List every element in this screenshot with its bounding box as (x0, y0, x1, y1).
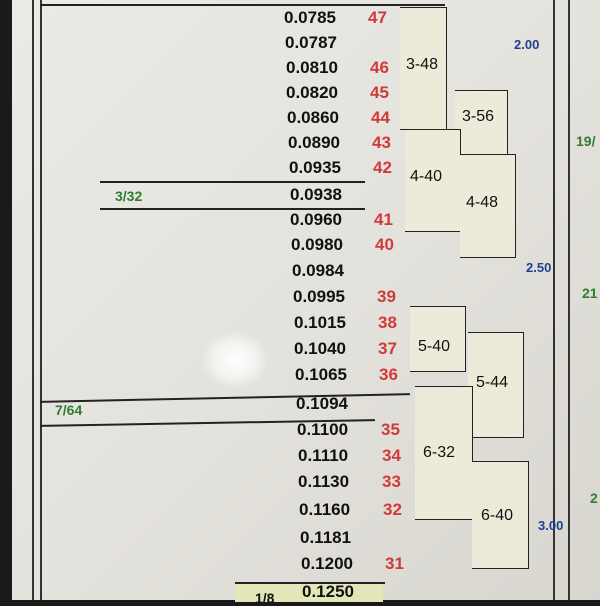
tap-3-48: 3-48 (406, 56, 439, 73)
drill-number: 37 (378, 339, 397, 358)
decimal-size: 0.0810 (286, 58, 338, 77)
decimal-size: 0.0820 (286, 83, 338, 102)
decimal-size: 0.1065 (295, 365, 347, 384)
light-glare (200, 330, 270, 390)
metric-3-00: 3.00 (538, 518, 564, 533)
fraction-3-32: 3/32 (115, 188, 143, 204)
tap-4-40: 4-40 (410, 168, 443, 185)
left-inner-line (40, 0, 42, 600)
bracket-3-48 (400, 7, 447, 130)
drill-number: 46 (370, 58, 389, 77)
tap-5-40: 5-40 (418, 338, 451, 355)
decimal-size: 0.0938 (290, 185, 342, 204)
drill-number: 43 (372, 133, 391, 152)
drill-number: 45 (370, 83, 389, 102)
decimal-size: 0.1130 (298, 472, 350, 491)
fraction-edge: 19/ (576, 133, 596, 149)
left-border-line (32, 0, 34, 600)
bracket-5-40 (410, 306, 466, 372)
drill-number: 36 (379, 365, 398, 384)
decimal-size: 0.1100 (297, 420, 349, 439)
fraction-7-64: 7/64 (55, 402, 83, 418)
drill-number: 35 (381, 420, 400, 439)
fraction-line (100, 208, 365, 210)
decimal-size: 0.0935 (289, 158, 341, 177)
metric-2-50: 2.50 (526, 260, 552, 275)
bracket-6-32 (415, 386, 473, 520)
tap-6-40: 6-40 (481, 507, 514, 524)
drill-number: 33 (382, 472, 401, 491)
decimal-size: 0.1015 (294, 313, 346, 332)
decimal-size: 0.0860 (287, 108, 339, 127)
decimal-size: 0.0787 (285, 33, 337, 52)
bracket-4-40 (405, 129, 461, 232)
bracket-5-44 (468, 332, 524, 438)
right-border-line (553, 0, 555, 600)
metric-2-00: 2.00 (514, 37, 540, 52)
fraction-line (100, 181, 365, 183)
bracket-6-40 (472, 461, 529, 569)
drill-number: 34 (382, 446, 401, 465)
decimal-size: 0.1160 (299, 500, 351, 519)
bracket-4-48 (460, 154, 516, 258)
drill-number: 31 (385, 554, 404, 573)
drill-number: 44 (371, 108, 390, 127)
drill-number: 40 (375, 235, 394, 254)
tap-5-44: 5-44 (476, 374, 509, 391)
drill-number: 47 (368, 8, 387, 27)
decimal-size: 0.0980 (291, 235, 343, 254)
decimal-size: 0.1110 (298, 446, 349, 465)
decimal-size: 0.0890 (288, 133, 340, 152)
decimal-size: 0.1094 (296, 394, 348, 413)
bracket-3-56 (455, 90, 508, 156)
right-inner-line (568, 0, 570, 600)
drill-number: 42 (373, 158, 392, 177)
decimal-size: 0.1181 (300, 528, 352, 547)
highlight-1-8 (235, 582, 383, 602)
decimal-size: 0.1250 (302, 582, 354, 601)
decimal-size: 0.1200 (301, 554, 353, 573)
fraction-edge: 2 (590, 490, 598, 506)
top-line (40, 4, 445, 6)
decimal-size: 0.1040 (294, 339, 346, 358)
tap-4-48: 4-48 (466, 194, 499, 211)
drill-number: 41 (374, 210, 393, 229)
decimal-size: 0.0984 (292, 261, 344, 280)
fraction-1-8: 1/8 (255, 590, 275, 606)
decimal-size: 0.0960 (290, 210, 342, 229)
decimal-size: 0.0995 (293, 287, 345, 306)
drill-number: 32 (383, 500, 402, 519)
fraction-edge: 21 (582, 285, 598, 301)
tap-6-32: 6-32 (423, 444, 456, 461)
fraction-line (235, 582, 385, 584)
decimal-size: 0.0785 (284, 8, 336, 27)
drill-number: 39 (377, 287, 396, 306)
drill-number: 38 (378, 313, 397, 332)
tap-3-56: 3-56 (462, 108, 495, 125)
